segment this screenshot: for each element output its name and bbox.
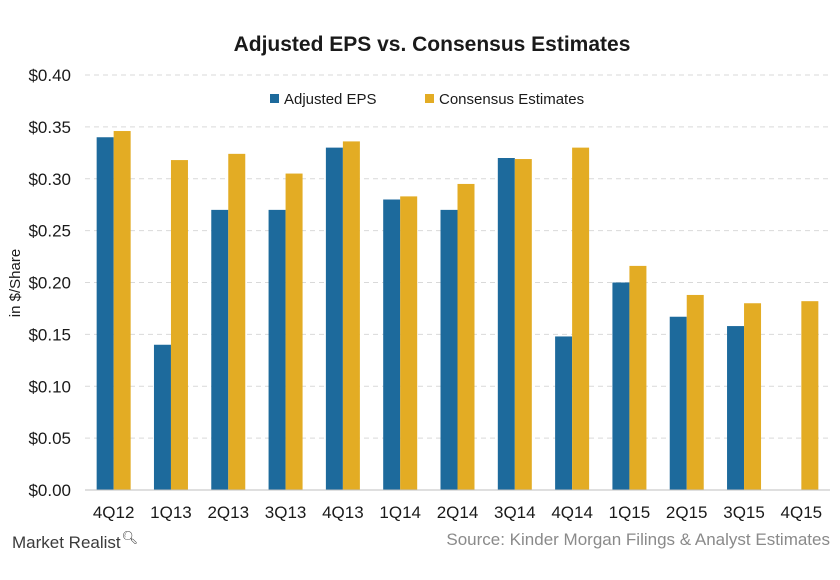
adjusted-eps-bar (325, 147, 343, 490)
consensus-estimate-bar (228, 153, 246, 490)
adjusted-eps-bar (440, 209, 458, 490)
eps-bar-chart: Adjusted EPS vs. Consensus Estimates in … (7, 33, 830, 522)
consensus-estimate-bar (457, 183, 475, 490)
consensus-estimate-bar (285, 173, 303, 490)
x-tick-label: 3Q14 (494, 503, 536, 522)
x-tick-label: 4Q12 (93, 503, 135, 522)
legend-swatch-adjusted-eps (270, 94, 279, 103)
x-tick-label: 1Q15 (609, 503, 651, 522)
brand-logo: Market Realist 🔍︎ (12, 530, 139, 553)
x-axis-ticks: 4Q12 1Q13 2Q13 3Q13 4Q13 1Q14 2Q14 3Q14 4Q14 1Q15… (93, 503, 822, 522)
y-tick-label: $0.30 (28, 170, 71, 189)
adjusted-eps-bar (383, 199, 401, 490)
adjusted-eps-bar (669, 316, 687, 490)
y-tick-label: $0.35 (28, 118, 71, 137)
consensus-estimate-bar (572, 147, 590, 490)
y-tick-label: $0.15 (28, 325, 71, 344)
consensus-estimate-bar (744, 303, 762, 490)
consensus-estimate-bar (170, 160, 188, 490)
brand-name: Market Realist (12, 533, 121, 552)
y-tick-label: $0.40 (28, 66, 71, 85)
y-tick-label: $0.05 (28, 429, 71, 448)
legend-label: Consensus Estimates (439, 91, 584, 108)
y-tick-label: $0.00 (28, 481, 71, 500)
adjusted-eps-bar (555, 336, 573, 490)
chart-title: Adjusted EPS vs. Consensus Estimates (234, 33, 631, 56)
y-tick-label: $0.10 (28, 377, 71, 396)
x-tick-label: 2Q13 (207, 503, 249, 522)
x-tick-label: 2Q14 (437, 503, 479, 522)
x-tick-label: 3Q15 (723, 503, 765, 522)
x-tick-label: 4Q14 (551, 503, 593, 522)
y-axis-ticks: $0.00 $0.05 $0.10 $0.15 $0.20 $0.25 $0.30 $0.35… (28, 66, 71, 500)
consensus-estimate-bar (686, 294, 704, 490)
x-tick-label: 1Q14 (379, 503, 421, 522)
legend: Adjusted EPS Consensus Estimates (270, 91, 584, 108)
consensus-estimate-bar (113, 131, 131, 490)
adjusted-eps-bar (268, 209, 286, 490)
legend-label: Adjusted EPS (284, 91, 377, 108)
bars (96, 131, 819, 490)
x-tick-label: 4Q13 (322, 503, 364, 522)
consensus-estimate-bar (514, 159, 532, 490)
y-axis-label: in $/Share (7, 249, 24, 317)
adjusted-eps-bar (612, 282, 630, 490)
x-tick-label: 3Q13 (265, 503, 307, 522)
y-tick-label: $0.20 (28, 274, 71, 293)
consensus-estimate-bar (629, 265, 647, 490)
consensus-estimate-bar (342, 141, 360, 490)
x-tick-label: 4Q15 (781, 503, 823, 522)
adjusted-eps-bar (153, 344, 171, 490)
source-note: Source: Kinder Morgan Filings & Analyst … (446, 530, 830, 549)
legend-swatch-consensus (425, 94, 434, 103)
adjusted-eps-bar (96, 137, 114, 490)
consensus-estimate-bar (400, 196, 418, 490)
adjusted-eps-bar (497, 158, 515, 490)
adjusted-eps-bar (727, 326, 745, 490)
x-tick-label: 1Q13 (150, 503, 192, 522)
adjusted-eps-bar (211, 209, 229, 490)
magnifier-icon: 🔍︎ (121, 530, 139, 545)
y-tick-label: $0.25 (28, 222, 71, 241)
x-tick-label: 2Q15 (666, 503, 708, 522)
consensus-estimate-bar (801, 301, 819, 490)
